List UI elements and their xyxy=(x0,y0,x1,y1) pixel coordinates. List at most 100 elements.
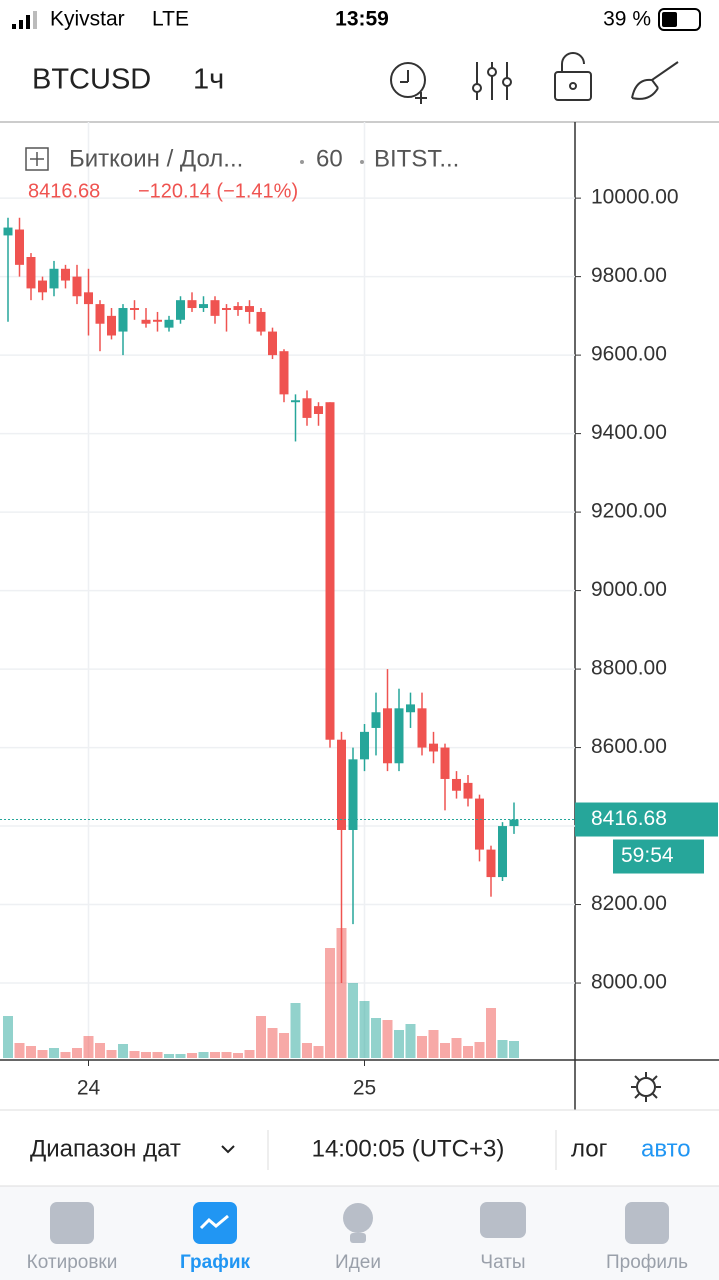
candle-body xyxy=(164,319,174,328)
lock-icon[interactable] xyxy=(554,52,592,101)
candle-body xyxy=(199,304,208,309)
x-tick-label: 24 xyxy=(77,1077,101,1100)
legend-change: −120.14 (−1.41%) xyxy=(138,180,298,202)
signal xyxy=(33,11,37,29)
volume-bar xyxy=(336,928,347,1058)
volume-bar xyxy=(290,1003,301,1058)
candle-body xyxy=(498,826,507,878)
candle-body xyxy=(26,257,36,289)
log-toggle[interactable]: лог xyxy=(571,1135,608,1162)
volume-bar xyxy=(175,1054,186,1058)
candle-body xyxy=(337,739,346,830)
grid xyxy=(0,122,575,1058)
volume-bar xyxy=(244,1050,255,1058)
tab-icon[interactable] xyxy=(480,1202,526,1238)
volume-bar xyxy=(187,1053,197,1058)
y-tick-label: 8000.00 xyxy=(591,971,667,994)
candle-body xyxy=(360,731,369,760)
volume-bar xyxy=(129,1051,140,1058)
volume-bar xyxy=(509,1041,519,1058)
x-tick-label: 25 xyxy=(353,1077,376,1100)
clock: 13:59 xyxy=(335,8,389,31)
candle-body xyxy=(268,331,277,356)
candle-body xyxy=(371,712,381,728)
auto-toggle[interactable]: авто xyxy=(641,1135,691,1162)
volume-bar xyxy=(371,1018,381,1058)
volume-bar xyxy=(141,1052,151,1058)
volume-bar xyxy=(279,1033,289,1058)
candle-body xyxy=(429,743,438,752)
candle-body xyxy=(486,849,496,878)
volume-bar xyxy=(221,1052,232,1058)
candle-body xyxy=(95,304,105,324)
candle-body xyxy=(15,229,24,265)
date-range[interactable]: Диапазон дат xyxy=(30,1135,181,1162)
volume-bar xyxy=(118,1044,128,1058)
battery xyxy=(658,8,701,31)
volume-bar xyxy=(394,1030,404,1058)
tab-icon[interactable] xyxy=(343,1203,373,1233)
countdown-tag xyxy=(613,839,704,874)
legend-exchange: BITST... xyxy=(374,145,459,172)
y-tick-label: 9000.00 xyxy=(591,578,667,601)
candle-body xyxy=(107,315,116,336)
expand-icon[interactable] xyxy=(25,147,49,171)
candle-body xyxy=(176,300,185,320)
tab-label[interactable]: Котировки xyxy=(27,1252,118,1273)
y-tick-label: 8200.00 xyxy=(591,892,667,915)
candle-body xyxy=(3,227,13,236)
tab-icon[interactable] xyxy=(625,1202,669,1244)
draw-icon[interactable] xyxy=(631,61,679,100)
candle-body xyxy=(440,747,450,779)
volume-bar xyxy=(417,1036,427,1058)
tab-label[interactable]: Профиль xyxy=(606,1252,688,1273)
volume-bar xyxy=(198,1052,209,1058)
clock-display: 14:00:05 (UTC+3) xyxy=(312,1135,505,1162)
tab-label[interactable]: Чаты xyxy=(480,1252,525,1273)
candle-body xyxy=(49,268,59,289)
volume-bar xyxy=(348,983,358,1058)
tab-icon[interactable] xyxy=(50,1202,94,1244)
y-tick-label: 8600.00 xyxy=(591,735,667,758)
tab-icon xyxy=(350,1233,366,1243)
volume-bar xyxy=(72,1048,82,1058)
volume-bar xyxy=(302,1043,312,1058)
volume-bar xyxy=(152,1052,163,1058)
settings-icon[interactable] xyxy=(631,1072,661,1102)
signal xyxy=(12,24,16,29)
candle-body xyxy=(210,300,220,316)
symbol[interactable]: BTCUSD xyxy=(32,64,151,96)
candle-body xyxy=(256,311,266,332)
volume-bar xyxy=(14,1043,25,1058)
carrier: Kyivstar xyxy=(50,8,125,31)
tab-label[interactable]: График xyxy=(180,1252,251,1273)
volume-bar xyxy=(210,1052,220,1058)
indicators-icon[interactable] xyxy=(472,62,512,100)
candle-body xyxy=(325,402,335,740)
candle-body xyxy=(130,308,139,310)
volume-bar xyxy=(405,1024,416,1058)
volume-bar xyxy=(267,1028,278,1058)
tab-label[interactable]: Идеи xyxy=(335,1252,381,1273)
volume-bar xyxy=(325,948,335,1058)
candle-body xyxy=(141,319,151,324)
volume-bar xyxy=(463,1046,473,1058)
tabs: Котировки График Идеи Чаты Профиль xyxy=(27,1252,688,1273)
volume-bar xyxy=(106,1050,117,1058)
interval[interactable]: 1ч xyxy=(193,64,224,96)
y-tick-label: 9200.00 xyxy=(591,500,667,523)
tab-icon[interactable] xyxy=(193,1202,237,1244)
volume-bar xyxy=(451,1038,462,1058)
dropdown-arrow xyxy=(221,1145,235,1154)
legend-name: Биткоин / Дол... xyxy=(69,145,243,172)
signal xyxy=(19,20,23,29)
separator xyxy=(300,160,304,164)
candle-body xyxy=(291,400,300,403)
alert-icon[interactable] xyxy=(390,62,427,104)
volume-bar xyxy=(256,1016,266,1058)
y-tick-label: 9800.00 xyxy=(591,264,667,287)
volume-bar xyxy=(497,1040,508,1058)
candle-body xyxy=(302,398,312,418)
candle-body xyxy=(153,319,162,322)
candle-body xyxy=(406,704,415,713)
